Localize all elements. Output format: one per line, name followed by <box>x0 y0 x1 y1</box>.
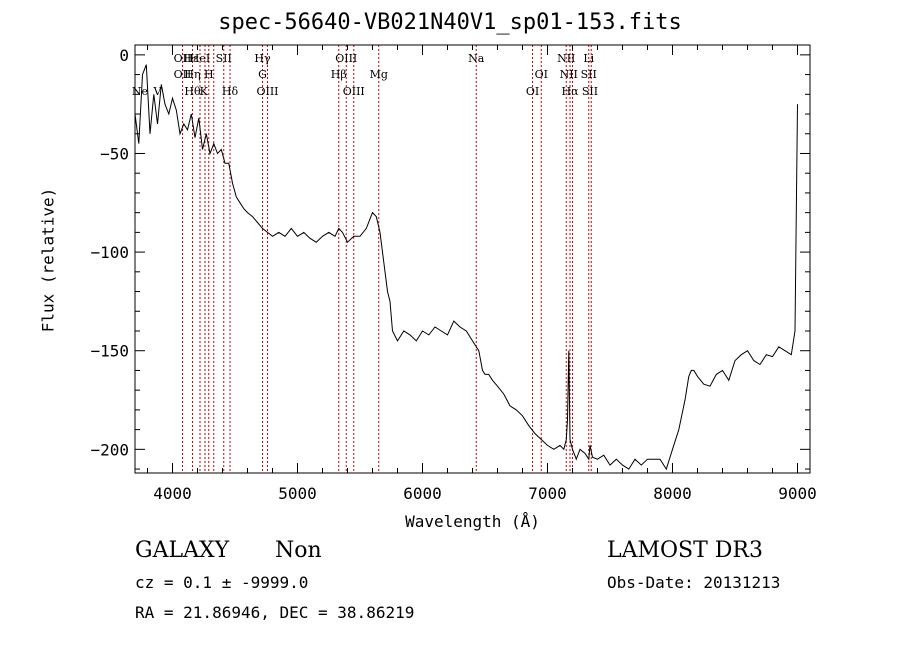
line-label: OIII <box>256 85 278 98</box>
line-label: OI <box>535 68 548 81</box>
axis-ticks: 4000 5000 6000 7000 8000 9000 0 −50 −100 −150 −200 <box>90 45 817 503</box>
y-tick-label: 0 <box>119 46 129 65</box>
line-label: G <box>258 68 267 81</box>
line-label: Hα <box>561 85 579 98</box>
plot-frame <box>134 44 811 474</box>
x-tick-label: 8000 <box>653 484 692 503</box>
ra-dec: RA = 21.86946, DEC = 38.86219 <box>135 603 415 622</box>
y-axis-label: Flux (relative) <box>38 187 58 333</box>
line-label: NII <box>560 68 578 81</box>
line-label: Hδ <box>222 85 239 98</box>
line-label: SII <box>581 68 597 81</box>
spectrum-series <box>134 64 798 471</box>
line-label: OII <box>174 68 192 81</box>
obs-date: Obs-Date: 20131213 <box>607 573 781 592</box>
object-subclass: Non <box>275 538 322 563</box>
line-label: SII <box>216 52 232 65</box>
line-label: OIII <box>343 85 365 98</box>
line-label: OIII <box>335 52 357 65</box>
spectrum-line <box>134 64 798 471</box>
y-tick-label: −100 <box>90 243 129 262</box>
line-label: Hθ <box>184 85 201 98</box>
line-label: Na <box>468 52 485 65</box>
y-tick-label: −50 <box>100 144 129 163</box>
chart-title: spec-56640-VB021N40V1_sp01-153.fits <box>218 10 682 35</box>
y-tick-label: −150 <box>90 342 129 361</box>
line-label: Hη <box>184 68 200 81</box>
line-label: Mg <box>370 68 388 81</box>
x-tick-label: 6000 <box>403 484 442 503</box>
x-tick-label: 4000 <box>153 484 192 503</box>
line-label: HeI <box>190 52 210 65</box>
line-label: Hβ <box>331 68 347 81</box>
redshift-info: cz = 0.1 ± -9999.0 <box>135 573 309 592</box>
x-tick-label: 9000 <box>778 484 817 503</box>
line-label: Ne <box>132 85 148 98</box>
y-tick-label: −200 <box>90 440 129 459</box>
line-label: OI <box>526 85 539 98</box>
marker-lines <box>182 45 592 473</box>
x-tick-label: 5000 <box>278 484 317 503</box>
line-label: Li <box>583 52 594 65</box>
line-label: K <box>200 85 209 98</box>
line-label: Hε <box>184 52 200 65</box>
line-label: OII <box>174 52 192 65</box>
line-label: NII <box>557 52 575 65</box>
x-axis-label: Wavelength (Å) <box>405 512 540 531</box>
line-label: H <box>204 68 214 81</box>
survey-name: LAMOST DR3 <box>607 538 763 563</box>
line-label: Hγ <box>254 52 271 65</box>
line-label: SII <box>582 85 598 98</box>
object-class: GALAXY <box>135 538 230 563</box>
x-tick-label: 7000 <box>528 484 567 503</box>
line-label: V <box>153 85 163 98</box>
